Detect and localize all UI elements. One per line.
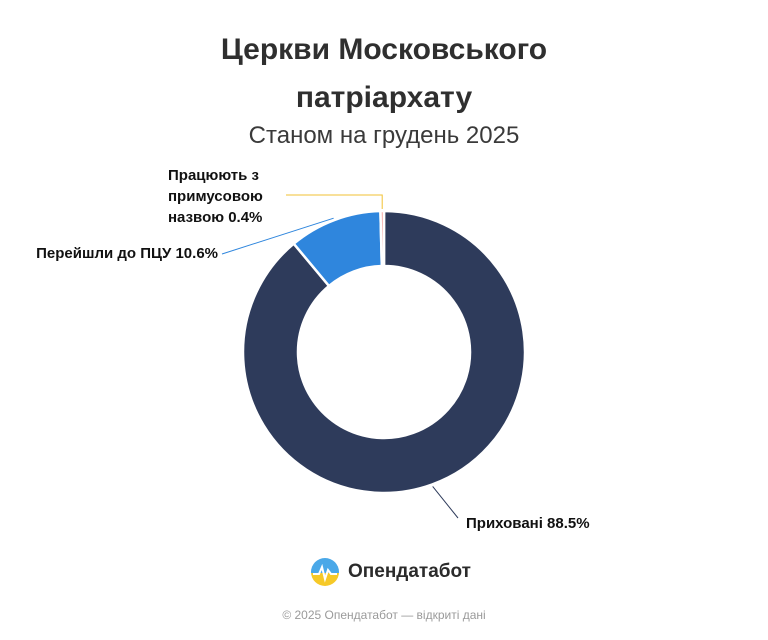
leader-line-hidden [432,486,459,519]
slice-label-transferred-to-ocu: Перейшли до ПЦУ 10.6% [36,245,218,262]
slice-label-line: примусовою [168,188,263,205]
slice-label-line: Працюють з [168,167,259,184]
slice-label-line: назвою 0.4% [168,209,262,226]
donut-slice-forced-rename [379,209,386,268]
slice-label-line: Перейшли до ПЦУ 10.6% [36,245,218,262]
footer-text: © 2025 Опендатабот — відкриті дані [282,608,486,622]
leader-line-transferred-to-ocu [221,217,334,255]
opendatabot-logo-icon [311,558,339,586]
slice-label-forced-rename: Працюють з примусовою назвою 0.4% [168,167,263,226]
slice-label-hidden: Приховані 88.5% [466,515,590,532]
chart-title-line-2: патріархату [295,81,473,114]
brand-name: Опендатабот [348,561,471,582]
slice-label-line: Приховані 88.5% [466,515,590,532]
donut-slice-hidden [241,209,527,495]
chart-title-line-1: Церкви Московського [220,33,548,66]
brand-logo: Опендатабот [310,556,471,588]
leader-line-forced-rename [286,194,383,210]
chart-title: Церкви Московського патріархату [0,26,768,122]
chart-subtitle: Станом на грудень 2025 [248,122,520,149]
